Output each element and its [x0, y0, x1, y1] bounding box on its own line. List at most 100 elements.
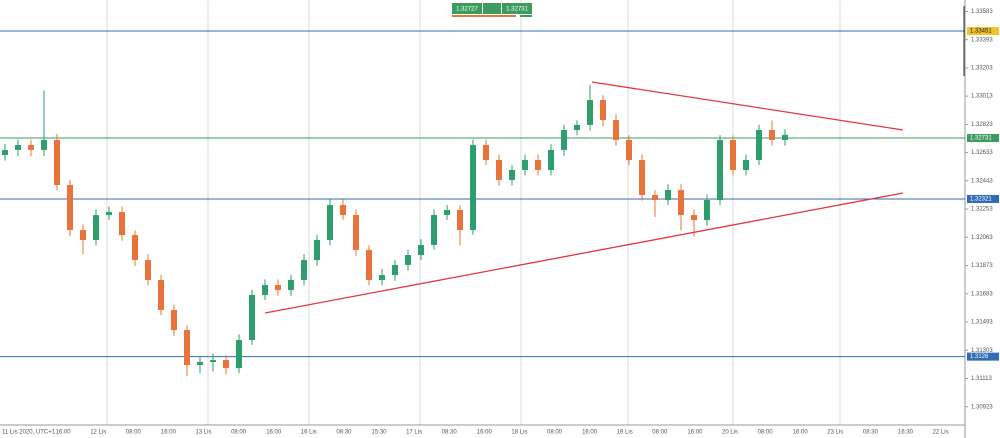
y-tick-label: 1.32633	[971, 150, 993, 156]
ask-price: 1.32731	[506, 7, 528, 13]
candle-body	[444, 209, 450, 216]
trend-line-support[interactable]	[264, 192, 904, 314]
x-tick-label: 16:00	[687, 430, 703, 436]
sell-volume-bar	[452, 15, 516, 17]
y-tick-label: 1.32253	[971, 207, 993, 213]
x-tick-label: 12 Lis	[90, 430, 106, 436]
x-tick-label: 16:00	[161, 430, 177, 436]
candle-body	[613, 120, 619, 140]
level-label: 1.32321	[970, 197, 992, 203]
candle-body	[15, 145, 21, 150]
level-label: 1.33451	[970, 29, 992, 35]
candle-body	[769, 130, 775, 140]
y-tick-label: 1.32823	[971, 122, 993, 128]
x-tick-label: 20 Lis	[722, 430, 738, 436]
candle-body	[379, 275, 385, 280]
buy-volume-bar	[520, 15, 532, 17]
x-tick-label: 15:30	[371, 430, 387, 436]
candle-body	[496, 160, 502, 180]
x-tick-label: 16:00	[266, 430, 282, 436]
candle-body	[756, 130, 762, 161]
x-tick-label: 08:30	[336, 430, 352, 436]
candle-body	[41, 139, 47, 150]
x-tick-label: 08:00	[547, 430, 563, 436]
day-separators	[106, 0, 841, 425]
candle-body	[483, 145, 489, 161]
y-tick-label: 1.33013	[971, 94, 993, 100]
x-tick-label: 08:30	[442, 430, 458, 436]
candle-body	[717, 139, 723, 201]
x-tick-label: 19 Lis	[617, 430, 633, 436]
candle-body	[470, 145, 476, 231]
candle-body	[600, 100, 606, 121]
candle-body	[145, 260, 151, 280]
candle-body	[28, 145, 34, 150]
candle-body	[275, 285, 281, 291]
candle-body	[119, 212, 125, 236]
candle-body	[418, 245, 424, 255]
candle-body	[288, 279, 294, 291]
candle-body	[626, 139, 632, 161]
candle-body	[171, 309, 177, 331]
x-tick-label: 18 Lis	[511, 430, 527, 436]
x-tick-label: 08:00	[231, 430, 247, 436]
y-tick-label: 1.32063	[971, 235, 993, 241]
candle-body	[197, 361, 203, 365]
level-label: 1.32731	[970, 136, 992, 142]
candle-body	[210, 360, 216, 362]
candle-body	[236, 340, 242, 369]
candle-body	[704, 200, 710, 221]
candle-body	[691, 215, 697, 221]
x-tick-label: 08:00	[652, 430, 668, 436]
y-tick-label: 1.32443	[971, 178, 993, 184]
candle-body	[535, 160, 541, 170]
y-tick-label: 1.33203	[971, 65, 993, 71]
x-tick-label: 16:00	[793, 430, 809, 436]
candle-body	[587, 100, 593, 125]
candle-body	[431, 215, 437, 246]
x-tick-label: 22 Lis	[933, 430, 949, 436]
candle-body	[548, 149, 554, 170]
y-tick-label: 1.33393	[971, 37, 993, 43]
x-tick-label: 13 Lis	[195, 430, 211, 436]
x-tick-label: 17 Lis	[406, 430, 422, 436]
candle-body	[223, 360, 229, 369]
level-label: 1.3126	[970, 354, 989, 360]
candle-body	[132, 235, 138, 261]
candle-body	[158, 279, 164, 310]
candle-body	[353, 215, 359, 250]
y-tick-label: 1.33583	[971, 9, 993, 15]
ask-button[interactable]	[502, 3, 532, 14]
y-tick-label: 1.31873	[971, 263, 993, 269]
bid-price: 1.32727	[456, 7, 478, 13]
y-tick-label: 1.31683	[971, 291, 993, 297]
candle-body	[392, 264, 398, 276]
candle-body	[743, 160, 749, 170]
x-tick-label: 08:30	[863, 430, 879, 436]
candle-body	[366, 249, 372, 280]
candle-body	[327, 205, 333, 240]
candle-body	[665, 190, 671, 201]
spread-box	[483, 3, 501, 14]
x-tick-label: 23 Lis	[827, 430, 843, 436]
candle-body	[639, 160, 645, 195]
y-tick-label: 1.31113	[971, 376, 992, 382]
bid-button[interactable]	[452, 3, 482, 14]
candle-body	[522, 160, 528, 170]
candle-body	[106, 212, 112, 216]
x-tick-label: 11 Lis 2020, UTC+1	[2, 430, 56, 436]
level-label-box	[967, 27, 999, 36]
candle-body	[2, 149, 8, 155]
x-tick-label: 08:00	[126, 430, 142, 436]
x-tick-label: 16:00	[56, 430, 72, 436]
candle-body	[509, 170, 515, 180]
trend-line-resistance[interactable]	[591, 81, 904, 131]
candle-body	[678, 190, 684, 216]
candle-body	[93, 215, 99, 240]
quote-widget[interactable]: 1.32727 1.32731	[452, 3, 532, 17]
candle-body	[54, 139, 60, 186]
candle-body	[782, 134, 788, 140]
x-tick-label: 16:30	[898, 430, 914, 436]
